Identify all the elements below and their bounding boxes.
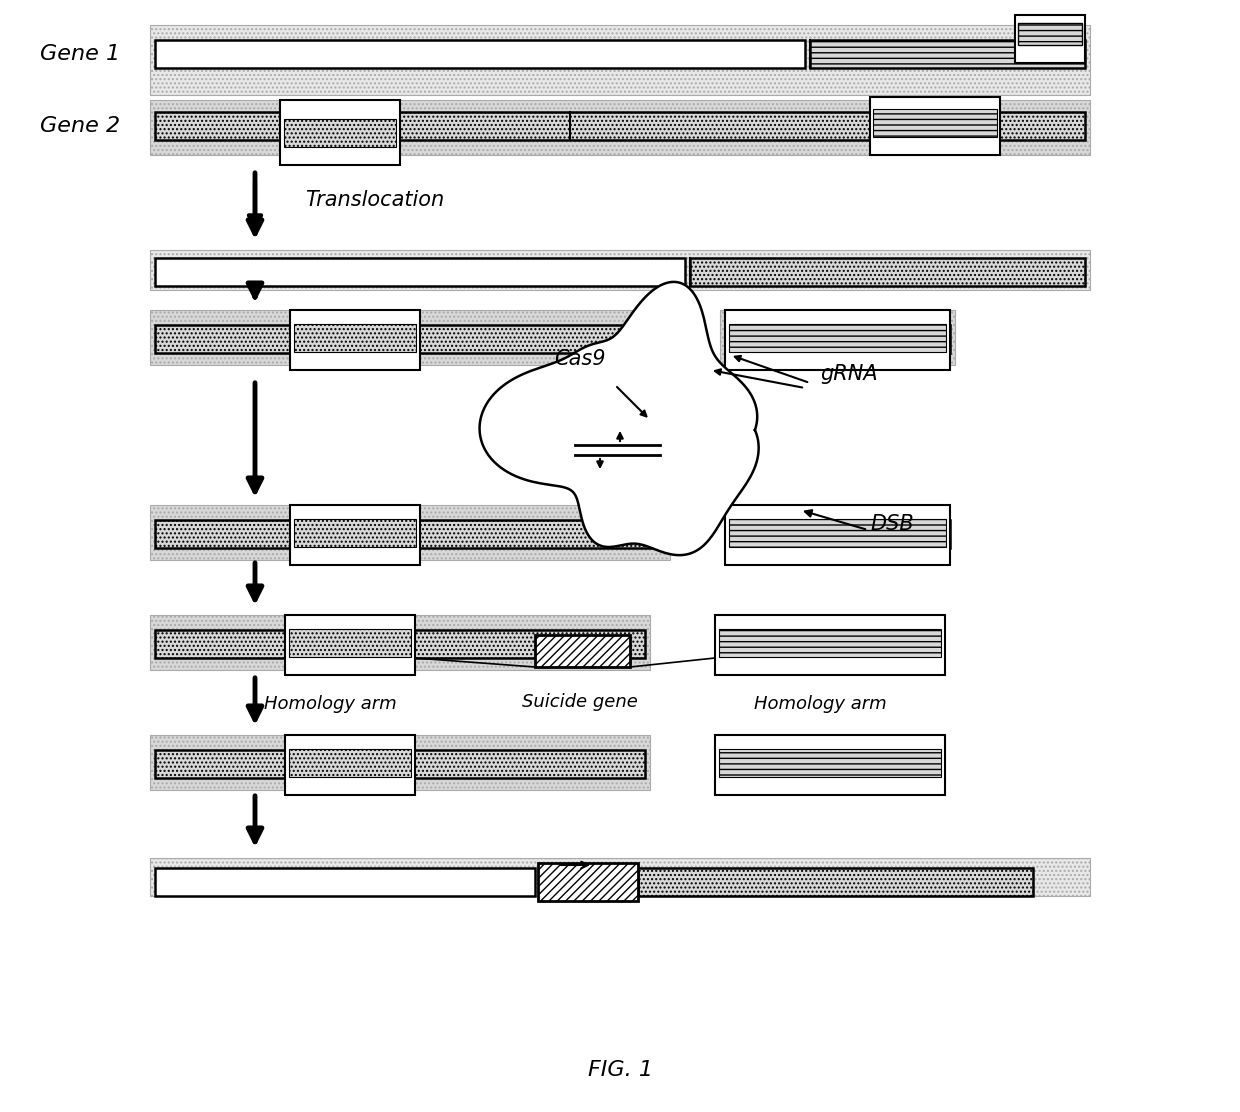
Bar xyxy=(715,749,805,778)
Bar xyxy=(870,97,999,155)
Bar xyxy=(150,250,1090,290)
Bar xyxy=(155,868,534,896)
Bar xyxy=(639,868,1033,896)
Bar xyxy=(280,100,401,165)
Bar xyxy=(720,310,955,365)
Bar xyxy=(538,863,639,901)
Text: Gene 1: Gene 1 xyxy=(40,44,120,64)
Bar xyxy=(290,310,420,370)
Bar xyxy=(155,40,805,68)
Text: DSB: DSB xyxy=(870,514,914,534)
Bar xyxy=(810,40,1085,68)
Bar xyxy=(725,505,950,565)
Bar xyxy=(873,109,997,137)
Bar xyxy=(155,631,645,658)
Bar xyxy=(1016,14,1085,63)
Bar xyxy=(294,519,415,547)
Bar xyxy=(689,258,1085,286)
Bar xyxy=(150,858,1090,896)
Bar xyxy=(150,615,650,671)
Bar xyxy=(534,635,630,667)
Bar xyxy=(715,615,945,675)
Bar xyxy=(294,324,415,353)
Bar xyxy=(155,112,1085,140)
Text: Suicide gene: Suicide gene xyxy=(522,693,637,711)
Bar xyxy=(1018,23,1083,44)
Bar xyxy=(719,629,941,657)
Bar xyxy=(290,505,420,565)
Bar xyxy=(719,749,941,777)
Bar xyxy=(285,735,415,795)
Text: gRNA: gRNA xyxy=(820,364,878,384)
Bar xyxy=(150,100,1090,155)
Text: FIG. 1: FIG. 1 xyxy=(588,1060,652,1080)
Bar xyxy=(150,24,1090,95)
Bar xyxy=(725,520,805,548)
Bar xyxy=(835,520,950,548)
Bar xyxy=(155,325,665,353)
Bar xyxy=(284,119,396,147)
Bar xyxy=(155,258,684,286)
Bar xyxy=(715,735,945,790)
Bar xyxy=(155,749,645,778)
Bar xyxy=(150,735,650,790)
Text: Homology arm: Homology arm xyxy=(754,695,887,713)
Bar xyxy=(729,324,946,353)
Bar xyxy=(715,631,800,658)
Text: Translocation: Translocation xyxy=(305,190,444,210)
Text: Cas9: Cas9 xyxy=(554,349,606,369)
Polygon shape xyxy=(480,282,759,555)
Bar xyxy=(715,735,945,795)
Bar xyxy=(289,629,410,657)
Bar xyxy=(285,615,415,675)
Bar xyxy=(150,310,670,365)
Bar xyxy=(725,325,950,353)
Bar xyxy=(155,520,665,548)
Bar xyxy=(150,505,670,560)
Text: Homology arm: Homology arm xyxy=(264,695,397,713)
Text: Gene 2: Gene 2 xyxy=(40,116,120,136)
Bar xyxy=(725,310,950,370)
Bar xyxy=(289,749,410,777)
Bar xyxy=(729,519,946,547)
